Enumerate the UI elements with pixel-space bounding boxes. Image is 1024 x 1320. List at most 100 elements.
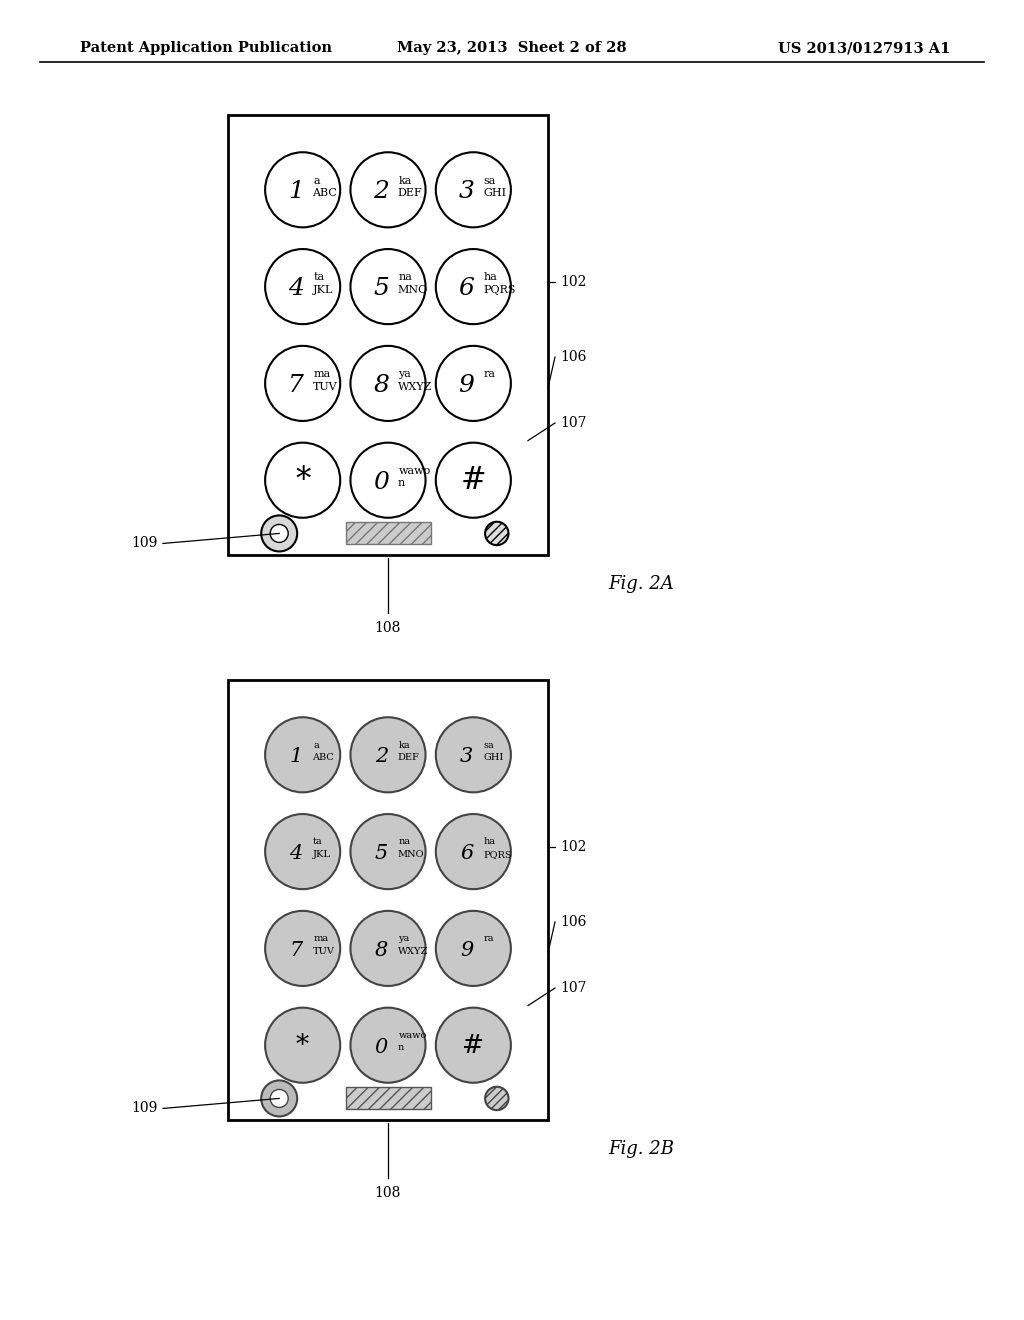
Ellipse shape (270, 524, 288, 543)
Text: 9: 9 (460, 941, 473, 960)
Text: 9: 9 (459, 374, 474, 397)
Text: 3: 3 (460, 747, 473, 766)
Text: GHI: GHI (483, 752, 504, 762)
Text: Fig. 2B: Fig. 2B (608, 1140, 674, 1158)
Text: TUV: TUV (312, 946, 334, 956)
Text: ya: ya (398, 935, 410, 942)
Text: na: na (398, 272, 413, 282)
Text: a: a (313, 176, 319, 186)
Ellipse shape (265, 814, 340, 890)
Text: 102: 102 (560, 275, 587, 289)
Ellipse shape (265, 442, 340, 517)
Text: 1: 1 (288, 180, 304, 203)
Ellipse shape (350, 152, 426, 227)
Ellipse shape (350, 1007, 426, 1082)
Text: MNO: MNO (397, 285, 428, 294)
Text: ya: ya (398, 370, 412, 379)
Text: 109: 109 (132, 536, 158, 550)
Ellipse shape (350, 717, 426, 792)
Bar (345, 1088, 430, 1109)
Ellipse shape (265, 1007, 340, 1082)
Ellipse shape (350, 249, 426, 325)
Text: 8: 8 (375, 941, 388, 960)
Text: 106: 106 (560, 350, 587, 364)
Text: 2: 2 (374, 180, 389, 203)
Text: #: # (461, 465, 486, 496)
Text: PQRS: PQRS (483, 850, 512, 859)
Bar (228, 680, 548, 1119)
Text: PQRS: PQRS (483, 285, 516, 294)
Text: 2: 2 (375, 747, 388, 766)
Text: ABC: ABC (312, 187, 337, 198)
Text: US 2013/0127913 A1: US 2013/0127913 A1 (777, 41, 950, 55)
Text: ABC: ABC (312, 752, 334, 762)
Ellipse shape (436, 152, 511, 227)
Text: 4: 4 (290, 843, 302, 863)
Ellipse shape (436, 1007, 511, 1082)
Text: a: a (313, 741, 318, 750)
Text: ha: ha (484, 837, 496, 846)
Text: *: * (295, 465, 310, 496)
Text: 4: 4 (288, 277, 304, 300)
Text: ka: ka (398, 741, 411, 750)
Text: DEF: DEF (397, 752, 420, 762)
Text: ma: ma (313, 935, 329, 942)
Text: 0: 0 (375, 1038, 388, 1056)
Text: ha: ha (484, 272, 498, 282)
Ellipse shape (485, 1086, 509, 1110)
Ellipse shape (436, 814, 511, 890)
Ellipse shape (436, 346, 511, 421)
Text: sa: sa (484, 741, 495, 750)
Ellipse shape (261, 1081, 297, 1117)
Ellipse shape (436, 442, 511, 517)
Text: 6: 6 (460, 843, 473, 863)
Ellipse shape (350, 911, 426, 986)
Text: 108: 108 (375, 622, 401, 635)
Bar (228, 115, 548, 554)
Text: 8: 8 (374, 374, 389, 397)
Text: 107: 107 (560, 416, 587, 430)
Text: ra: ra (484, 935, 495, 942)
Text: TUV: TUV (312, 381, 337, 392)
Ellipse shape (436, 911, 511, 986)
Ellipse shape (265, 249, 340, 325)
Ellipse shape (350, 442, 426, 517)
Ellipse shape (265, 152, 340, 227)
Text: WXYZ: WXYZ (397, 946, 428, 956)
Text: 7: 7 (288, 374, 304, 397)
Text: ka: ka (398, 176, 412, 186)
Text: 5: 5 (375, 843, 388, 863)
Text: ta: ta (313, 837, 323, 846)
Ellipse shape (350, 346, 426, 421)
Text: n: n (397, 478, 406, 488)
Text: n: n (397, 1043, 404, 1052)
Text: ta: ta (313, 272, 325, 282)
Ellipse shape (436, 249, 511, 325)
Text: 106: 106 (560, 915, 587, 929)
Text: 6: 6 (459, 277, 474, 300)
Text: 102: 102 (560, 841, 587, 854)
Text: May 23, 2013  Sheet 2 of 28: May 23, 2013 Sheet 2 of 28 (397, 41, 627, 55)
Text: 1: 1 (290, 747, 302, 766)
Text: 3: 3 (459, 180, 474, 203)
Text: wawo: wawo (398, 466, 431, 477)
Text: MNO: MNO (397, 850, 424, 859)
Ellipse shape (265, 717, 340, 792)
Bar (345, 523, 430, 544)
Text: GHI: GHI (483, 187, 506, 198)
Ellipse shape (261, 515, 297, 552)
Text: Fig. 2A: Fig. 2A (608, 576, 674, 593)
Text: 107: 107 (560, 981, 587, 995)
Ellipse shape (270, 1089, 288, 1107)
Text: 5: 5 (374, 277, 389, 300)
Text: JKL: JKL (312, 850, 331, 859)
Text: ra: ra (484, 370, 496, 379)
Text: Patent Application Publication: Patent Application Publication (80, 41, 332, 55)
Text: wawo: wawo (398, 1031, 427, 1040)
Text: 7: 7 (290, 941, 302, 960)
Text: #: # (462, 1032, 484, 1057)
Text: *: * (296, 1032, 309, 1057)
Text: na: na (398, 837, 411, 846)
Text: DEF: DEF (397, 187, 423, 198)
Text: JKL: JKL (312, 285, 333, 294)
